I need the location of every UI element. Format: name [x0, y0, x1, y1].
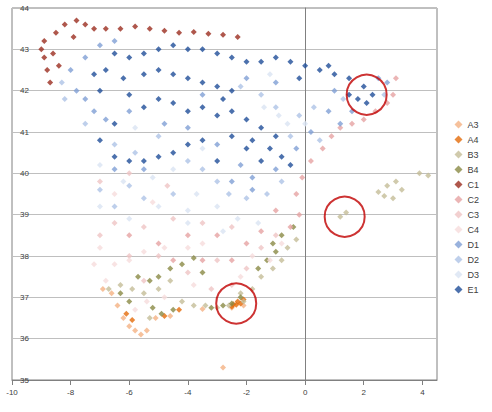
svg-text:D1: D1: [467, 240, 479, 250]
svg-text:B3: B3: [467, 150, 478, 160]
svg-text:4: 4: [420, 388, 425, 397]
svg-text:35: 35: [20, 376, 29, 385]
svg-text:41: 41: [20, 128, 29, 137]
svg-text:-6: -6: [126, 388, 134, 397]
svg-text:C2: C2: [467, 195, 479, 205]
svg-text:A4: A4: [467, 135, 478, 145]
svg-text:C4: C4: [467, 225, 479, 235]
svg-text:A3: A3: [467, 120, 478, 130]
svg-text:-10: -10: [6, 388, 18, 397]
svg-text:-4: -4: [184, 388, 192, 397]
svg-text:36: 36: [20, 334, 29, 343]
svg-text:44: 44: [20, 4, 29, 13]
svg-text:42: 42: [20, 86, 29, 95]
svg-text:E1: E1: [467, 285, 478, 295]
svg-text:C1: C1: [467, 180, 479, 190]
svg-text:D2: D2: [467, 255, 479, 265]
svg-text:2: 2: [361, 388, 366, 397]
svg-text:39: 39: [20, 210, 29, 219]
svg-text:0: 0: [303, 388, 308, 397]
svg-text:43: 43: [20, 45, 29, 54]
svg-text:37: 37: [20, 293, 29, 302]
svg-text:-8: -8: [67, 388, 75, 397]
svg-text:38: 38: [20, 252, 29, 261]
svg-text:D3: D3: [467, 270, 479, 280]
svg-text:-2: -2: [243, 388, 251, 397]
svg-text:40: 40: [20, 169, 29, 178]
svg-text:B4: B4: [467, 165, 478, 175]
svg-text:C3: C3: [467, 210, 479, 220]
